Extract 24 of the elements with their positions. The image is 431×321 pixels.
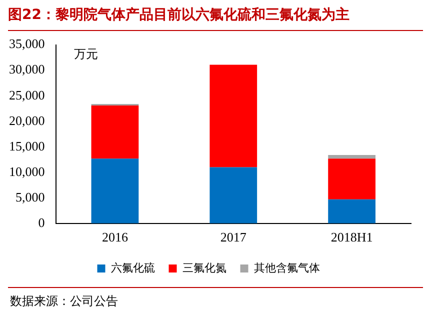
y-tick-label: 5,000 xyxy=(16,189,45,204)
y-tick-label: 10,000 xyxy=(9,164,45,179)
legend-label: 六氟化硫 xyxy=(110,261,155,274)
x-tick-label: 2017 xyxy=(220,230,247,245)
y-tick-label: 15,000 xyxy=(9,138,45,154)
source-note: 数据来源：公司公告 xyxy=(10,293,118,310)
chart-title: 图22：黎明院气体产品目前以六氟化硫和三氟化氮为主 xyxy=(8,6,350,24)
y-axis-title: 万元 xyxy=(74,46,98,61)
y-tick-label: 30,000 xyxy=(9,62,45,77)
legend-label: 三氟化氮 xyxy=(182,261,226,274)
bar xyxy=(328,199,376,224)
bar xyxy=(328,158,376,200)
bar xyxy=(91,158,139,224)
y-tick-label: 20,000 xyxy=(9,112,45,128)
y-tick-label: 0 xyxy=(38,214,45,230)
bar xyxy=(91,106,139,159)
y-tick-label: 35,000 xyxy=(9,36,45,52)
bar xyxy=(210,64,258,168)
bar xyxy=(328,155,376,159)
legend-label: 其他含氟气体 xyxy=(254,261,320,274)
x-tick-label: 2016 xyxy=(102,230,128,245)
x-tick-label: 2018H1 xyxy=(330,230,373,245)
bar xyxy=(210,167,258,224)
y-tick-label: 25,000 xyxy=(9,87,45,102)
